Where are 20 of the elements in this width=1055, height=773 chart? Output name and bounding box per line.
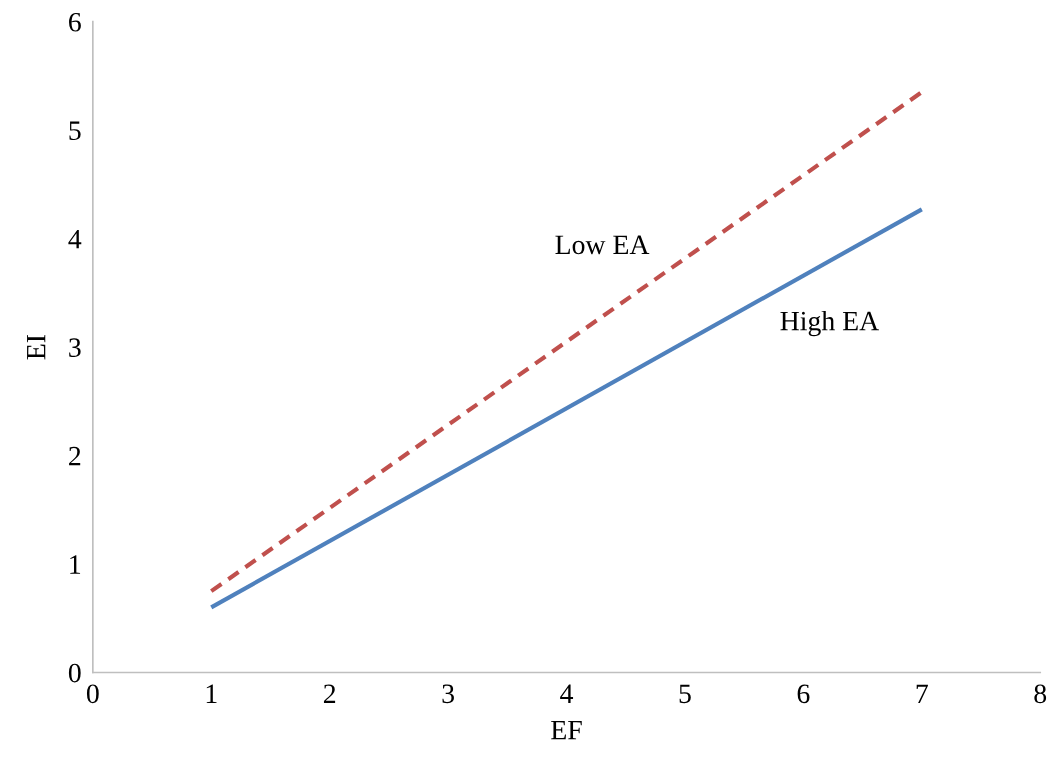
y-tick-label: 0 — [68, 663, 81, 683]
x-tick-label: 5 — [679, 684, 691, 704]
y-tick-label: 2 — [69, 446, 81, 466]
x-tick-label: 3 — [442, 684, 454, 704]
y-tick-label: 4 — [68, 229, 82, 249]
x-tick-label: 8 — [1034, 684, 1047, 704]
x-tick-label: 6 — [797, 684, 810, 704]
y-axis-title: EI — [27, 334, 46, 360]
x-tick-label: 7 — [916, 684, 928, 703]
x-axis-title: EF — [551, 721, 582, 740]
x-tick-label: 4 — [560, 684, 574, 703]
series-label: High EA — [780, 310, 879, 337]
x-tick-label: 1 — [206, 684, 217, 703]
y-tick-label: 6 — [69, 12, 81, 32]
series-label: Low EA — [555, 235, 650, 255]
y-tick-label: 3 — [69, 338, 81, 357]
x-tick-label: 2 — [323, 684, 336, 703]
y-tick-label: 1 — [70, 555, 81, 574]
x-tick-label: 0 — [86, 684, 99, 704]
y-tick-label: 5 — [69, 121, 81, 141]
